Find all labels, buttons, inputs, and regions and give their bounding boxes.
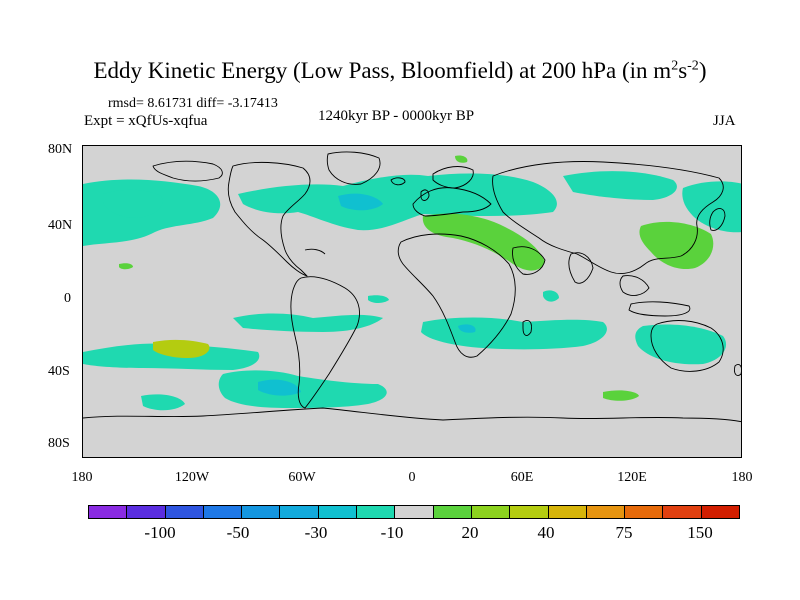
colorbar-label-neg30: -30 [304,523,328,542]
coastline-antarctica [83,407,741,423]
anomaly-teal-australia [635,324,727,365]
coastlines [83,151,741,423]
colorbar-box-2 [165,506,204,518]
coastline-caribbean [304,248,326,255]
colorbar-box-3 [203,506,243,518]
lon-tick-120w: 120W [174,470,210,485]
coastline-scandinavia [432,166,474,189]
lon-tick-60e: 60E [510,470,534,485]
colorbar-box-14 [625,506,664,518]
anomaly-teal-npacific-east [682,181,741,233]
colorbar-box-11 [510,506,549,518]
anomaly-cyan-satlantic-core [458,324,476,333]
world-map [83,146,741,457]
coastline-madagascar [522,320,532,336]
colorbar-box-10 [471,506,511,518]
lon-tick-180w: 180 [71,470,93,485]
coastline-indonesia [628,301,691,317]
lon-tick-60w: 60W [288,470,316,485]
season-label: JJA [713,113,736,129]
coastline-japan [709,208,726,231]
stats-text: rmsd= 8.61731 diff= -3.17413 [108,96,278,111]
anomaly-teal-natlantic [238,173,557,231]
anomaly-cyan-southern-ocean-core [258,379,301,396]
coastline-north-america [227,161,311,277]
anomaly-teal-equatorial-africa [543,290,559,302]
experiment-label: Expt = xQfUs-xqfua [84,113,208,129]
anomaly-fields [83,155,741,411]
coastline-iceland [390,177,406,186]
colorbar-box-4 [242,506,281,518]
anomaly-teal-southern-ocean [218,370,387,408]
lon-tick-120e: 120E [617,470,647,485]
coastline-southeast-asia [619,275,650,296]
colorbar-box-1 [127,506,166,518]
lon-tick-180e: 180 [731,470,753,485]
coastline-south-america [290,276,360,409]
colorbar-box-6 [318,506,358,518]
coastline-uk [420,189,430,201]
lon-tick-0: 0 [408,470,416,485]
lat-tick-80s: 80S [48,436,70,451]
colorbar-box-16 [701,506,740,518]
colorbar-label-75: 75 [615,523,633,542]
colorbar-label-neg100: -100 [144,523,176,542]
lat-tick-40s: 40S [48,364,70,379]
lat-tick-80n: 80N [48,142,73,157]
anomaly-teal-equatorial-atlantic [368,295,389,303]
lat-tick-40n: 40N [48,218,73,233]
colorbar-label-neg10: -10 [380,523,404,542]
anomaly-teal-spacific [233,313,383,332]
map-title: Eddy Kinetic Energy (Low Pass, Bloomfiel… [93,58,707,83]
coastline-india [568,252,594,284]
colorbar-box-9 [433,506,472,518]
anomaly-teal-siberia [563,171,677,200]
lat-tick-0: 0 [64,291,71,306]
anomaly-green-south-indian [603,390,639,401]
coastline-alaska [152,160,223,182]
colorbar-box-13 [586,506,626,518]
anomaly-green-eastasia [639,221,714,270]
colorbar-box-5 [280,506,319,518]
colorbar-label-150: 150 [687,523,713,542]
map-panel [82,145,742,458]
colorbar-label-20: 20 [461,523,479,542]
coastline-new-zealand [734,363,741,377]
coastline-australia [650,320,724,372]
anomaly-teal-nw-pacific-band [103,189,163,218]
anomaly-teal-south-pacific-patch [141,394,185,411]
colorbar-box-0 [89,506,128,518]
coastline-arabia [512,246,546,275]
colorbar-box-12 [548,506,587,518]
period-label: 1240kyr BP - 0000kyr BP [318,108,475,124]
colorbar-box-15 [663,506,702,518]
coastline-greenland [326,151,381,185]
anomaly-teal-spacific-west [83,343,260,370]
coastline-africa [397,233,516,358]
anomaly-cyan-natlantic-core [338,193,383,211]
anomaly-green-small-africa [455,155,468,163]
colorbar-box-7 [357,506,396,518]
coastline-asia [492,161,724,275]
colorbar [88,505,740,519]
colorbar-box-8 [395,506,434,518]
colorbar-label-40: 40 [537,523,555,542]
anomaly-green-mediterranean [422,213,545,271]
anomaly-green-small-pacific [119,263,133,270]
anomaly-yellow-spacific [153,339,210,358]
colorbar-label-neg50: -50 [226,523,250,542]
